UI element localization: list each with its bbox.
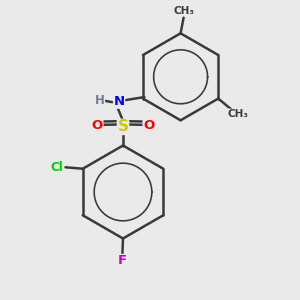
Text: CH₃: CH₃ bbox=[227, 109, 248, 119]
Text: O: O bbox=[92, 119, 103, 132]
Text: F: F bbox=[118, 254, 127, 268]
Text: N: N bbox=[113, 95, 125, 108]
Text: CH₃: CH₃ bbox=[173, 5, 194, 16]
Text: H: H bbox=[95, 94, 104, 107]
Text: S: S bbox=[118, 119, 128, 134]
Text: O: O bbox=[143, 119, 154, 132]
Text: Cl: Cl bbox=[51, 161, 64, 174]
